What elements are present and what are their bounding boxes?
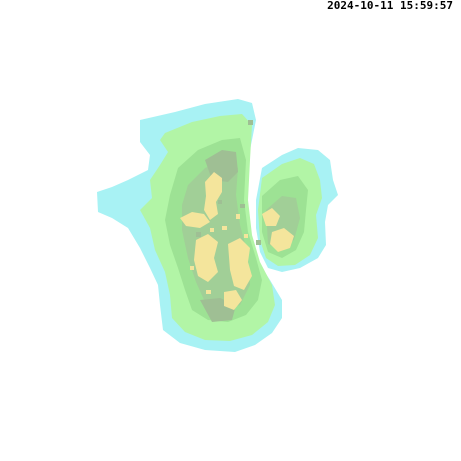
timestamp-label: 2024-10-11 15:59:57 — [327, 0, 453, 12]
